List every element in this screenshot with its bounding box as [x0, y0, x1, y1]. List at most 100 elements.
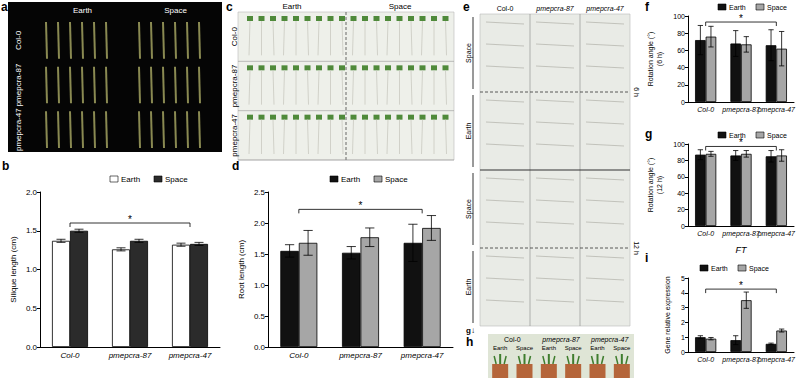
svg-text:e: e	[463, 0, 470, 14]
svg-text:80: 80	[677, 30, 685, 37]
svg-text:0.5: 0.5	[254, 312, 266, 321]
svg-text:1.0: 1.0	[26, 265, 38, 274]
svg-text:Earth: Earth	[542, 345, 556, 351]
svg-text:pmepcra-87: pmepcra-87	[541, 336, 580, 344]
svg-text:d: d	[232, 159, 239, 173]
svg-text:20: 20	[677, 81, 685, 88]
svg-text:6 h: 6 h	[633, 87, 640, 97]
svg-text:Space: Space	[516, 345, 534, 351]
svg-text:12 h: 12 h	[633, 241, 640, 255]
svg-text:60: 60	[677, 47, 685, 54]
svg-text:0: 0	[681, 99, 685, 106]
svg-text:pmepcra-87: pmepcra-87	[721, 230, 760, 238]
svg-text:Space: Space	[165, 175, 188, 184]
svg-text:Earth: Earth	[465, 123, 472, 140]
svg-text:pmepcra-87: pmepcra-87	[338, 351, 382, 360]
svg-text:*: *	[359, 200, 363, 211]
svg-text:4: 4	[681, 289, 685, 296]
svg-text:a: a	[1, 0, 8, 14]
svg-text:(12 h): (12 h)	[656, 176, 664, 194]
svg-text:pmepcra-87: pmepcra-87	[721, 356, 760, 364]
svg-text:Earth: Earth	[729, 132, 746, 139]
svg-text:h: h	[466, 335, 473, 349]
svg-text:pmepcra-47: pmepcra-47	[590, 336, 629, 344]
svg-text:100: 100	[673, 141, 685, 148]
svg-text:Earth: Earth	[121, 175, 140, 184]
svg-text:Col-0: Col-0	[230, 27, 239, 47]
svg-text:pmepcra-87: pmepcra-87	[14, 63, 23, 106]
svg-text:60: 60	[677, 173, 685, 180]
svg-text:*: *	[739, 13, 743, 24]
svg-text:Col-0: Col-0	[497, 5, 514, 12]
svg-text:Space: Space	[565, 345, 583, 351]
svg-text:Earth: Earth	[341, 175, 360, 184]
svg-text:pmepcra-47: pmepcra-47	[757, 106, 796, 114]
svg-text:40: 40	[677, 190, 685, 197]
svg-text:Silique length (cm): Silique length (cm)	[9, 236, 18, 303]
svg-text:0.0: 0.0	[254, 343, 266, 352]
svg-text:1.5: 1.5	[254, 250, 266, 259]
svg-text:pmepcra-47: pmepcra-47	[14, 108, 23, 151]
svg-text:1.5: 1.5	[26, 226, 38, 235]
svg-text:Col-0: Col-0	[504, 336, 521, 343]
svg-text:Root length (cm): Root length (cm)	[237, 240, 246, 299]
svg-text:Space: Space	[385, 175, 408, 184]
svg-text:Col-0: Col-0	[697, 106, 714, 113]
svg-text:0: 0	[681, 349, 685, 356]
svg-text:100: 100	[673, 13, 685, 20]
svg-text:80: 80	[677, 157, 685, 164]
svg-text:pmepcra-47: pmepcra-47	[400, 351, 444, 360]
svg-text:Earth: Earth	[590, 345, 604, 351]
svg-text:i: i	[645, 251, 648, 265]
svg-text:Space: Space	[613, 345, 631, 351]
svg-text:pmepcra-87: pmepcra-87	[108, 351, 152, 360]
svg-text:Space: Space	[465, 199, 473, 219]
svg-text:pmepcra-47: pmepcra-47	[585, 5, 624, 13]
svg-text:2: 2	[681, 319, 685, 326]
svg-text:Earth: Earth	[282, 2, 301, 11]
svg-text:Col-0: Col-0	[14, 30, 23, 50]
svg-text:*: *	[739, 137, 743, 148]
svg-text:pmepcra-47: pmepcra-47	[230, 113, 239, 156]
svg-text:5: 5	[681, 275, 685, 282]
svg-text:pmepcra-87: pmepcra-87	[721, 106, 760, 114]
svg-text:Space: Space	[749, 265, 769, 273]
svg-text:2.0: 2.0	[254, 219, 266, 228]
svg-text:Earth: Earth	[73, 6, 92, 15]
svg-text:c: c	[226, 0, 233, 14]
svg-text:*: *	[739, 280, 743, 291]
svg-text:1: 1	[681, 334, 685, 341]
svg-text:f: f	[645, 0, 650, 14]
svg-text:pmepcra-47: pmepcra-47	[168, 351, 212, 360]
svg-text:b: b	[2, 159, 9, 173]
svg-text:Rotation angle (°): Rotation angle (°)	[647, 158, 655, 213]
svg-text:Earth: Earth	[493, 345, 507, 351]
svg-text:pmepcra-47: pmepcra-47	[757, 356, 796, 364]
svg-text:Col-0: Col-0	[289, 351, 309, 360]
svg-text:0: 0	[681, 223, 685, 230]
svg-text:0.5: 0.5	[26, 304, 38, 313]
svg-text:Earth: Earth	[465, 279, 472, 296]
svg-text:0.0: 0.0	[26, 343, 38, 352]
svg-text:Earth: Earth	[711, 265, 728, 272]
svg-text:3: 3	[681, 304, 685, 311]
svg-text:*: *	[128, 214, 132, 225]
svg-text:pmepcra-47: pmepcra-47	[757, 230, 796, 238]
svg-text:g: g	[645, 127, 652, 141]
svg-text:1.0: 1.0	[254, 281, 266, 290]
svg-text:Rotation angle (°): Rotation angle (°)	[647, 32, 655, 87]
svg-text:FT: FT	[736, 245, 748, 255]
svg-text:Space: Space	[389, 2, 412, 11]
svg-text:Earth: Earth	[729, 4, 746, 11]
svg-text:2.5: 2.5	[254, 188, 266, 197]
svg-text:Space: Space	[465, 43, 473, 63]
svg-text:(6 h): (6 h)	[656, 52, 664, 66]
svg-text:g↓: g↓	[466, 326, 475, 335]
svg-text:Col-0: Col-0	[60, 351, 80, 360]
svg-text:Gene relative expression: Gene relative expression	[664, 276, 672, 354]
svg-text:40: 40	[677, 64, 685, 71]
svg-text:pmepcra-87: pmepcra-87	[230, 64, 239, 107]
svg-text:Col-0: Col-0	[697, 230, 714, 237]
svg-text:2.0: 2.0	[26, 188, 38, 197]
svg-text:Col-0: Col-0	[697, 356, 714, 363]
